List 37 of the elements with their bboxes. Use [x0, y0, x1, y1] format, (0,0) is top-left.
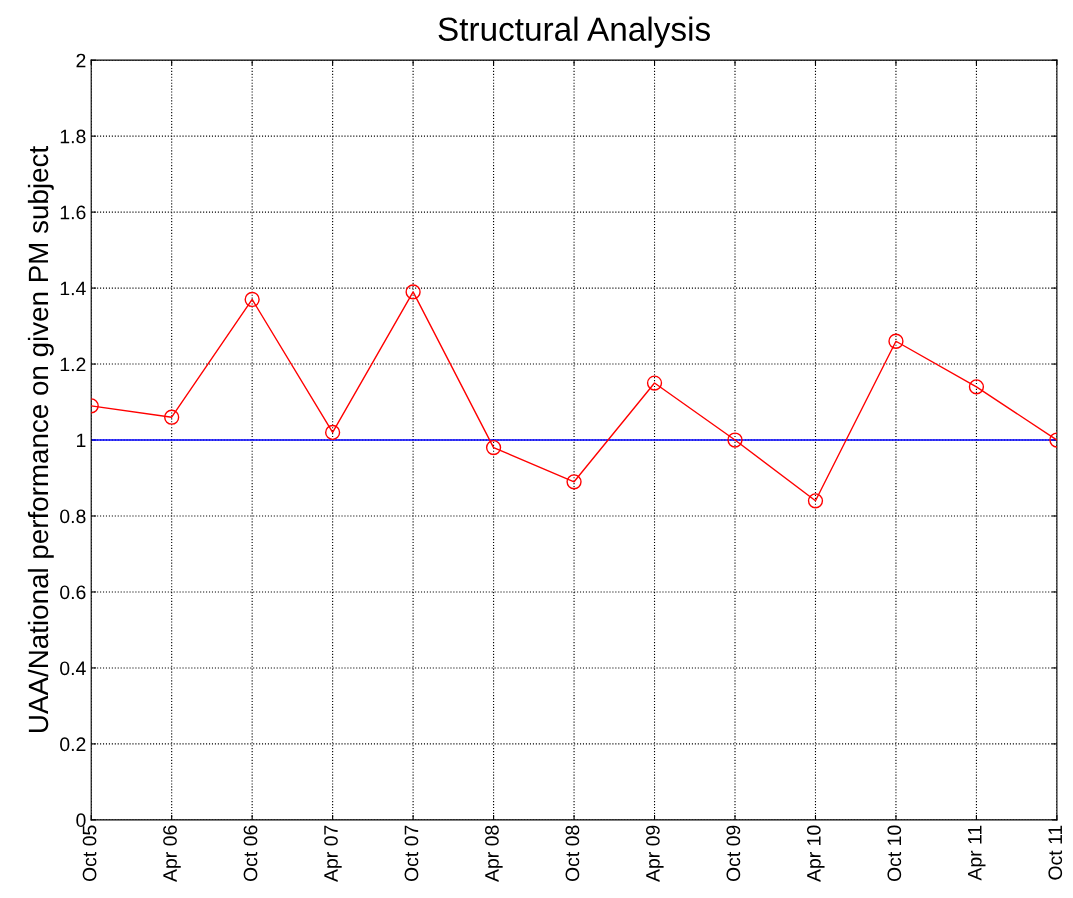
- point: [727, 432, 743, 448]
- x-tick-label: Apr 09: [645, 825, 664, 882]
- x-tick-label: Apr 08: [485, 825, 503, 882]
- x-tick-label: Apr 06: [163, 825, 181, 882]
- x-tick-label: Apr 10: [806, 825, 825, 882]
- x-tick-label: Oct 11: [1048, 825, 1063, 880]
- point: [324, 424, 341, 441]
- x-tick-label: Oct 10: [887, 825, 902, 882]
- chart-title: Structural Analysis: [438, 16, 710, 48]
- y-tick-label: 1: [77, 433, 86, 448]
- x-tick-label: Apr 07: [324, 825, 342, 882]
- point: [405, 284, 421, 300]
- y-tick-label: 0.4: [60, 661, 86, 676]
- point: [164, 409, 180, 425]
- y-tick-label: 0.2: [60, 737, 86, 752]
- x-tick-label: Oct 08: [565, 825, 580, 882]
- x-tick-label: Oct 09: [726, 825, 741, 882]
- point: [888, 333, 904, 349]
- point: [485, 439, 502, 456]
- y-tick-label: 0: [76, 813, 86, 828]
- x-tick-label: Apr 11: [968, 825, 986, 881]
- point: [244, 291, 260, 308]
- y-tick-label: 1.2: [60, 357, 86, 372]
- point: [807, 493, 824, 509]
- y-tick-label: 0.8: [60, 509, 86, 524]
- x-tick-label: Oct 05: [82, 825, 97, 882]
- x-tick-label: Oct 06: [243, 825, 258, 882]
- y-tick-label: 1.8: [60, 129, 86, 144]
- x-tick-label: Oct 07: [404, 825, 419, 882]
- y-tick-label: 2: [76, 53, 86, 68]
- point: [566, 474, 582, 490]
- y-tick-label: 1.6: [60, 205, 86, 220]
- y-tick-label: 0.6: [60, 585, 86, 600]
- y-tick-label: 1.4: [60, 281, 86, 296]
- y-axis-title: UAA/National performance on given PM subject: [27, 146, 54, 732]
- point: [646, 375, 663, 391]
- point: [968, 379, 985, 395]
